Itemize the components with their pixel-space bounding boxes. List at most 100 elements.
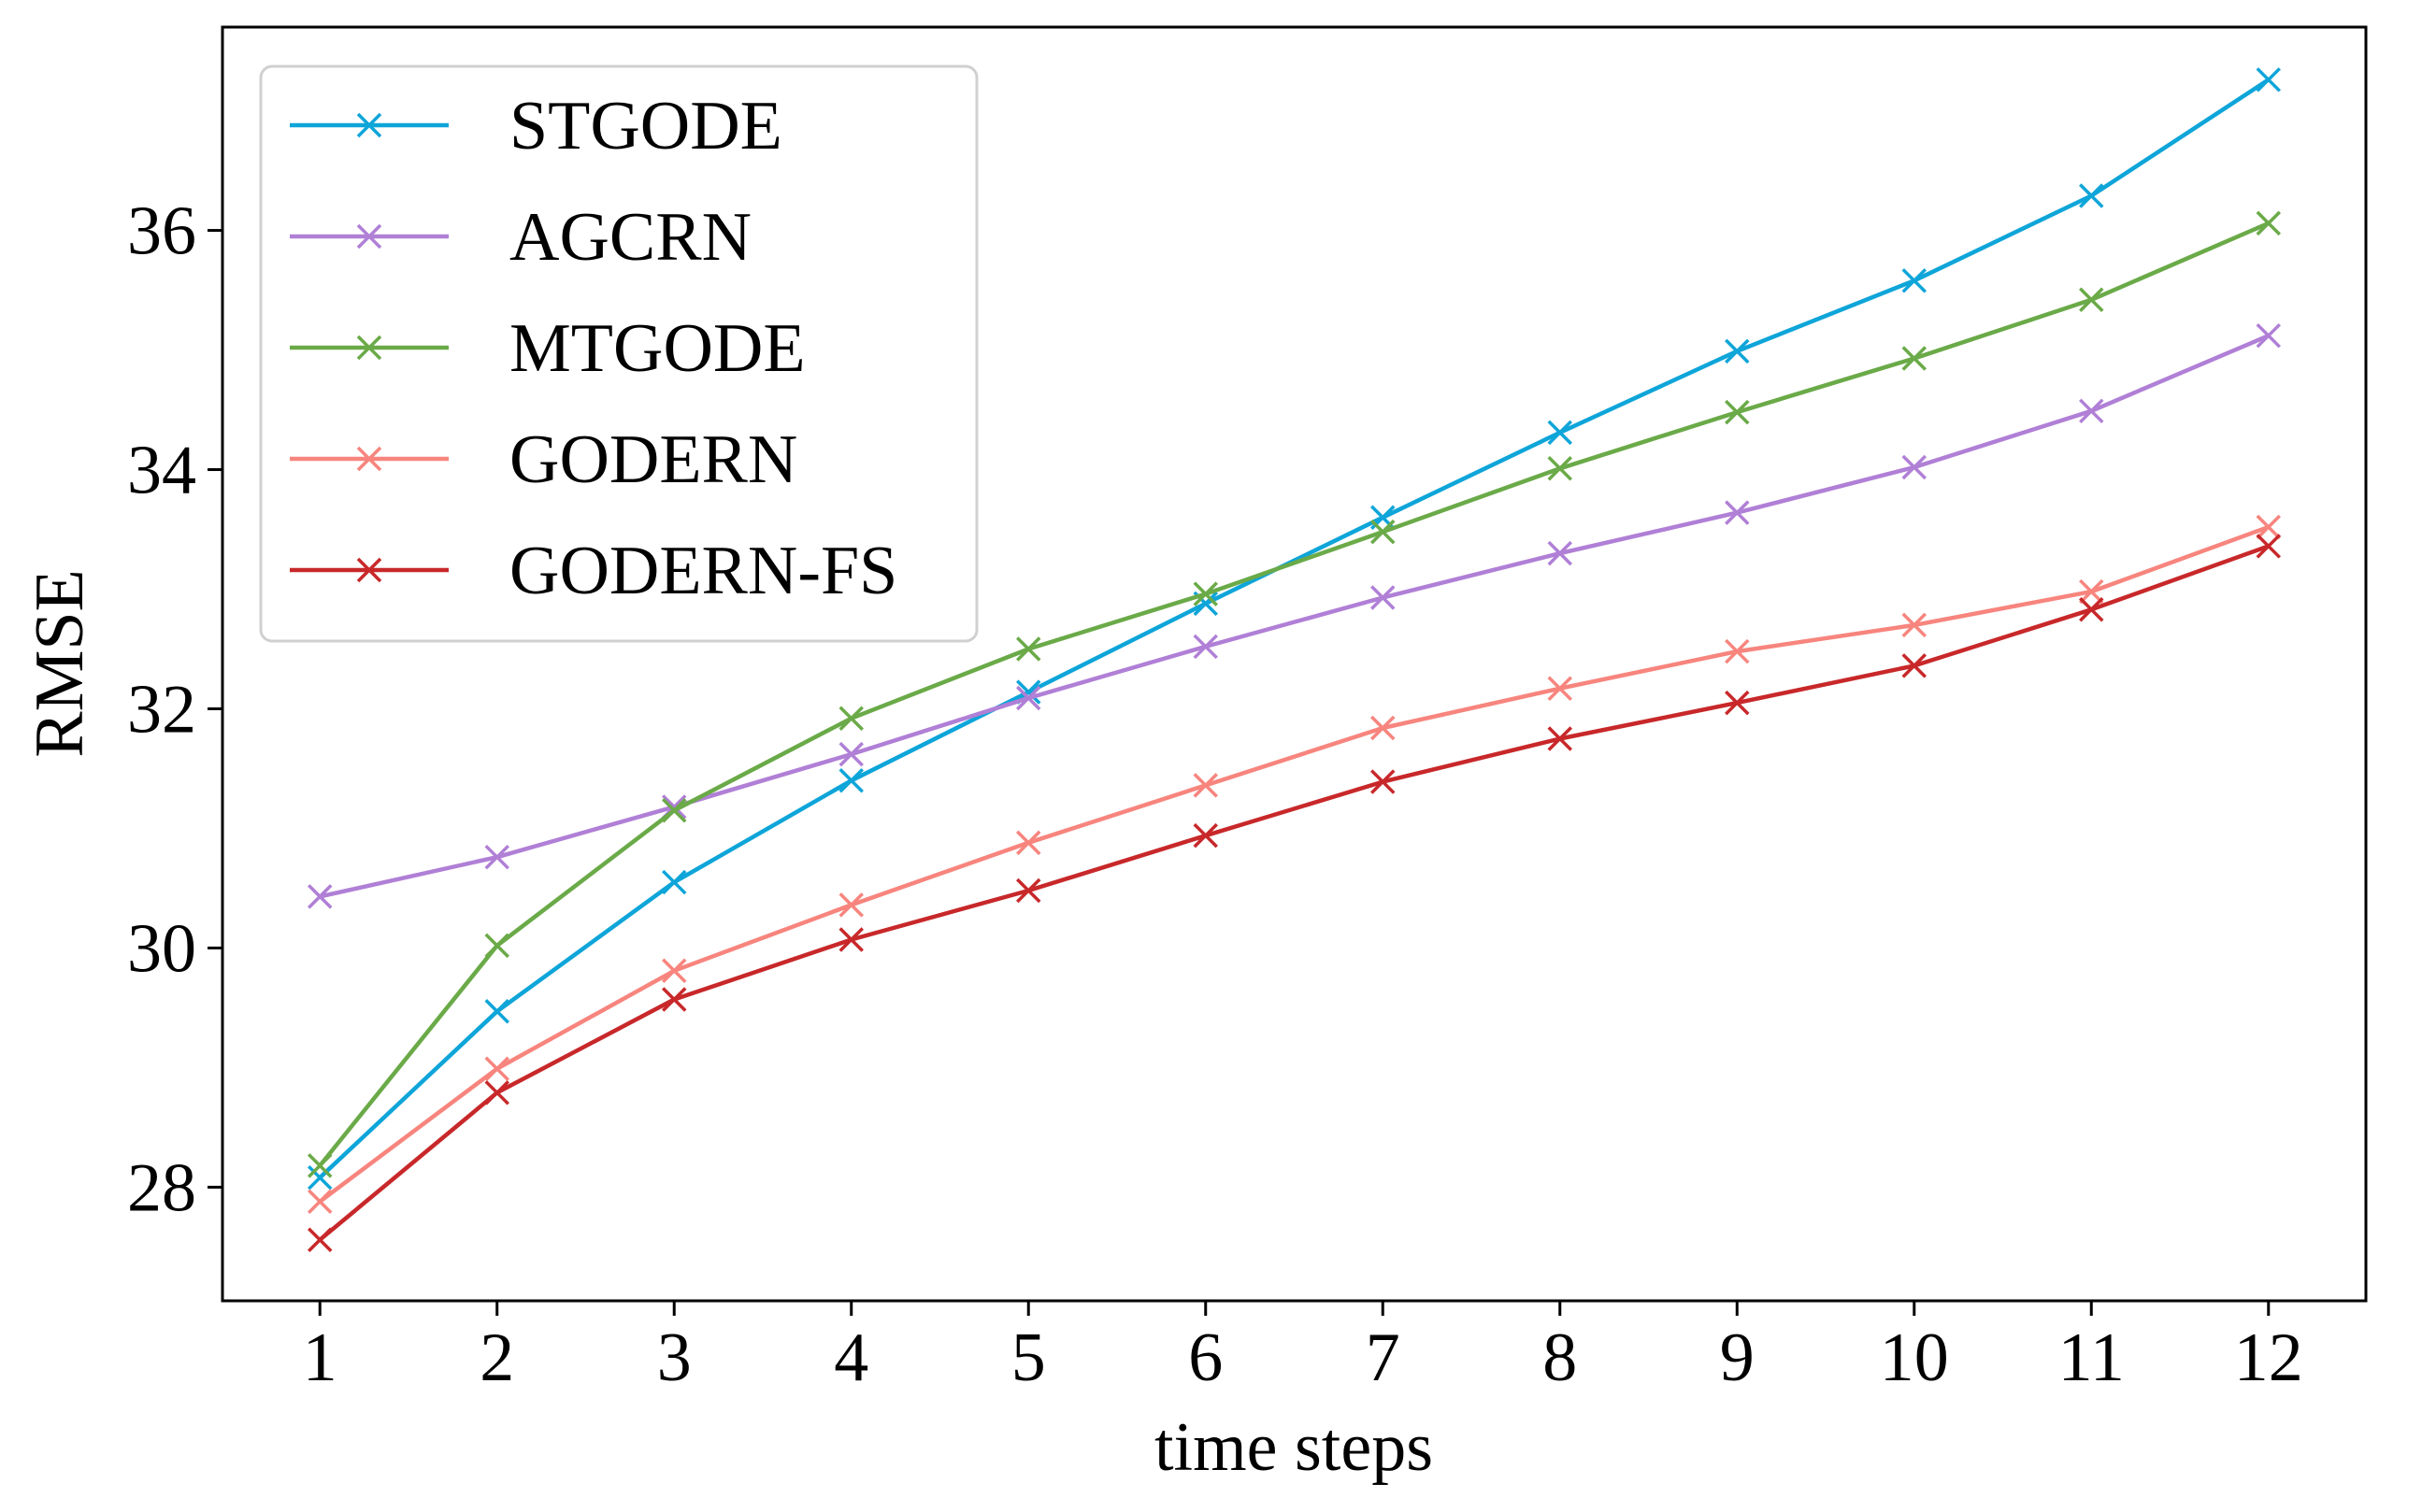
series-godern-fs — [307, 534, 2282, 1252]
legend-item: AGCRN — [290, 199, 752, 276]
x-tick-label: 3 — [657, 1319, 692, 1396]
data-point-mtgode — [1193, 581, 1218, 606]
data-point-godern — [2256, 514, 2282, 540]
data-point-godern-fs — [2079, 597, 2104, 622]
data-point-stgode — [838, 768, 864, 793]
data-point-mtgode — [2256, 210, 2282, 236]
data-point-agcrn — [2079, 398, 2104, 424]
x-tick-label: 10 — [1880, 1319, 1949, 1396]
series-agcrn — [307, 322, 2282, 909]
legend-item: MTGODE — [290, 310, 806, 387]
data-point-godern-fs — [1016, 877, 1041, 904]
x-tick-label: 4 — [834, 1319, 868, 1396]
data-point-godern-fs — [1370, 769, 1396, 794]
data-point-agcrn — [307, 884, 333, 909]
data-point-stgode — [307, 1164, 333, 1191]
data-point-godern — [307, 1189, 333, 1215]
y-tick-label: 30 — [127, 910, 196, 987]
x-axis: 1 2 3 4 5 6 7 8 9 10 11 12 — [303, 1301, 2303, 1396]
series-line-stgode — [318, 78, 2271, 1179]
data-point-stgode — [484, 999, 509, 1024]
series-line-mtgode — [318, 221, 2270, 1167]
data-point-godern-fs — [484, 1080, 509, 1105]
data-point-godern-fs — [1193, 822, 1218, 849]
data-point-godern — [1016, 830, 1041, 856]
legend-label: MTGODE — [509, 310, 806, 387]
data-point-godern-fs — [1547, 726, 1572, 751]
data-point-godern-fs — [1901, 653, 1928, 678]
series-line-agcrn — [319, 334, 2270, 899]
data-point-godern — [2079, 578, 2104, 605]
plot-frame — [221, 25, 2368, 1303]
data-point-stgode — [2256, 67, 2282, 93]
y-tick-label: 28 — [127, 1149, 196, 1226]
data-point-agcrn — [2256, 322, 2282, 349]
data-point-agcrn — [1547, 540, 1572, 566]
data-point-mtgode — [1547, 456, 1572, 481]
data-point-godern — [1725, 638, 1750, 664]
x-tick-label: 9 — [1720, 1319, 1755, 1396]
data-point-godern — [484, 1056, 509, 1081]
data-point-stgode — [1547, 420, 1572, 446]
data-point-agcrn — [1370, 585, 1396, 610]
legend-marker — [356, 335, 382, 361]
y-axis-label: RMSE — [21, 569, 98, 758]
data-point-godern — [1547, 676, 1572, 701]
data-point-godern — [661, 958, 687, 984]
data-point-godern — [1370, 715, 1396, 741]
legend-label: AGCRN — [509, 199, 752, 276]
data-point-godern-fs — [307, 1227, 333, 1252]
legend-marker — [356, 557, 382, 583]
x-tick-label: 7 — [1366, 1319, 1400, 1396]
data-point-godern-fs — [1725, 690, 1750, 716]
legend: STGODE AGCRN MTGODE GODERN GODERN-FS — [259, 64, 979, 643]
data-point-mtgode — [1370, 519, 1396, 545]
series-line-godern — [318, 524, 2270, 1204]
x-tick-label: 11 — [2058, 1319, 2125, 1396]
x-axis-label: time steps — [1154, 1409, 1433, 1486]
y-tick-label: 36 — [127, 193, 196, 270]
legend-label: GODERN — [509, 421, 797, 498]
data-point-godern — [838, 892, 864, 918]
legend-item: STGODE — [290, 88, 782, 164]
legend-box — [259, 64, 979, 643]
data-point-godern-fs — [2256, 534, 2282, 559]
data-point-agcrn — [1193, 634, 1218, 660]
data-point-mtgode — [2079, 287, 2104, 313]
legend-label: STGODE — [509, 88, 782, 164]
data-point-agcrn — [1901, 454, 1928, 480]
data-point-stgode — [2079, 183, 2104, 208]
data-point-godern — [1193, 773, 1218, 798]
data-point-agcrn — [1016, 685, 1041, 711]
series-mtgode — [307, 210, 2282, 1178]
x-tick-label: 8 — [1542, 1319, 1577, 1396]
x-tick-label: 1 — [303, 1319, 337, 1396]
series-godern — [307, 514, 2282, 1215]
x-tick-label: 6 — [1188, 1319, 1223, 1396]
series-layer — [307, 67, 2282, 1252]
data-point-stgode — [661, 869, 687, 895]
data-point-mtgode — [838, 706, 864, 731]
data-point-godern-fs — [838, 927, 864, 952]
y-tick-label: 34 — [127, 433, 196, 509]
data-point-mtgode — [1901, 346, 1928, 371]
series-line-godern-fs — [318, 544, 2270, 1242]
data-point-mtgode — [661, 798, 687, 823]
data-point-agcrn — [1725, 500, 1750, 525]
legend-item: GODERN-FS — [290, 533, 897, 609]
data-point-stgode — [1725, 338, 1750, 364]
x-tick-label: 2 — [480, 1319, 514, 1396]
x-tick-label: 12 — [2234, 1319, 2303, 1396]
data-point-stgode — [1901, 268, 1928, 293]
legend-label: GODERN-FS — [509, 533, 897, 609]
data-point-mtgode — [484, 933, 509, 959]
data-point-agcrn — [484, 844, 509, 870]
data-point-mtgode — [1016, 636, 1041, 662]
y-tick-label: 32 — [127, 671, 196, 748]
x-tick-label: 5 — [1011, 1319, 1046, 1396]
data-point-godern-fs — [661, 987, 687, 1012]
y-axis: 28 30 32 34 36 — [127, 193, 222, 1226]
data-point-godern — [1901, 612, 1928, 638]
legend-marker — [356, 112, 382, 138]
